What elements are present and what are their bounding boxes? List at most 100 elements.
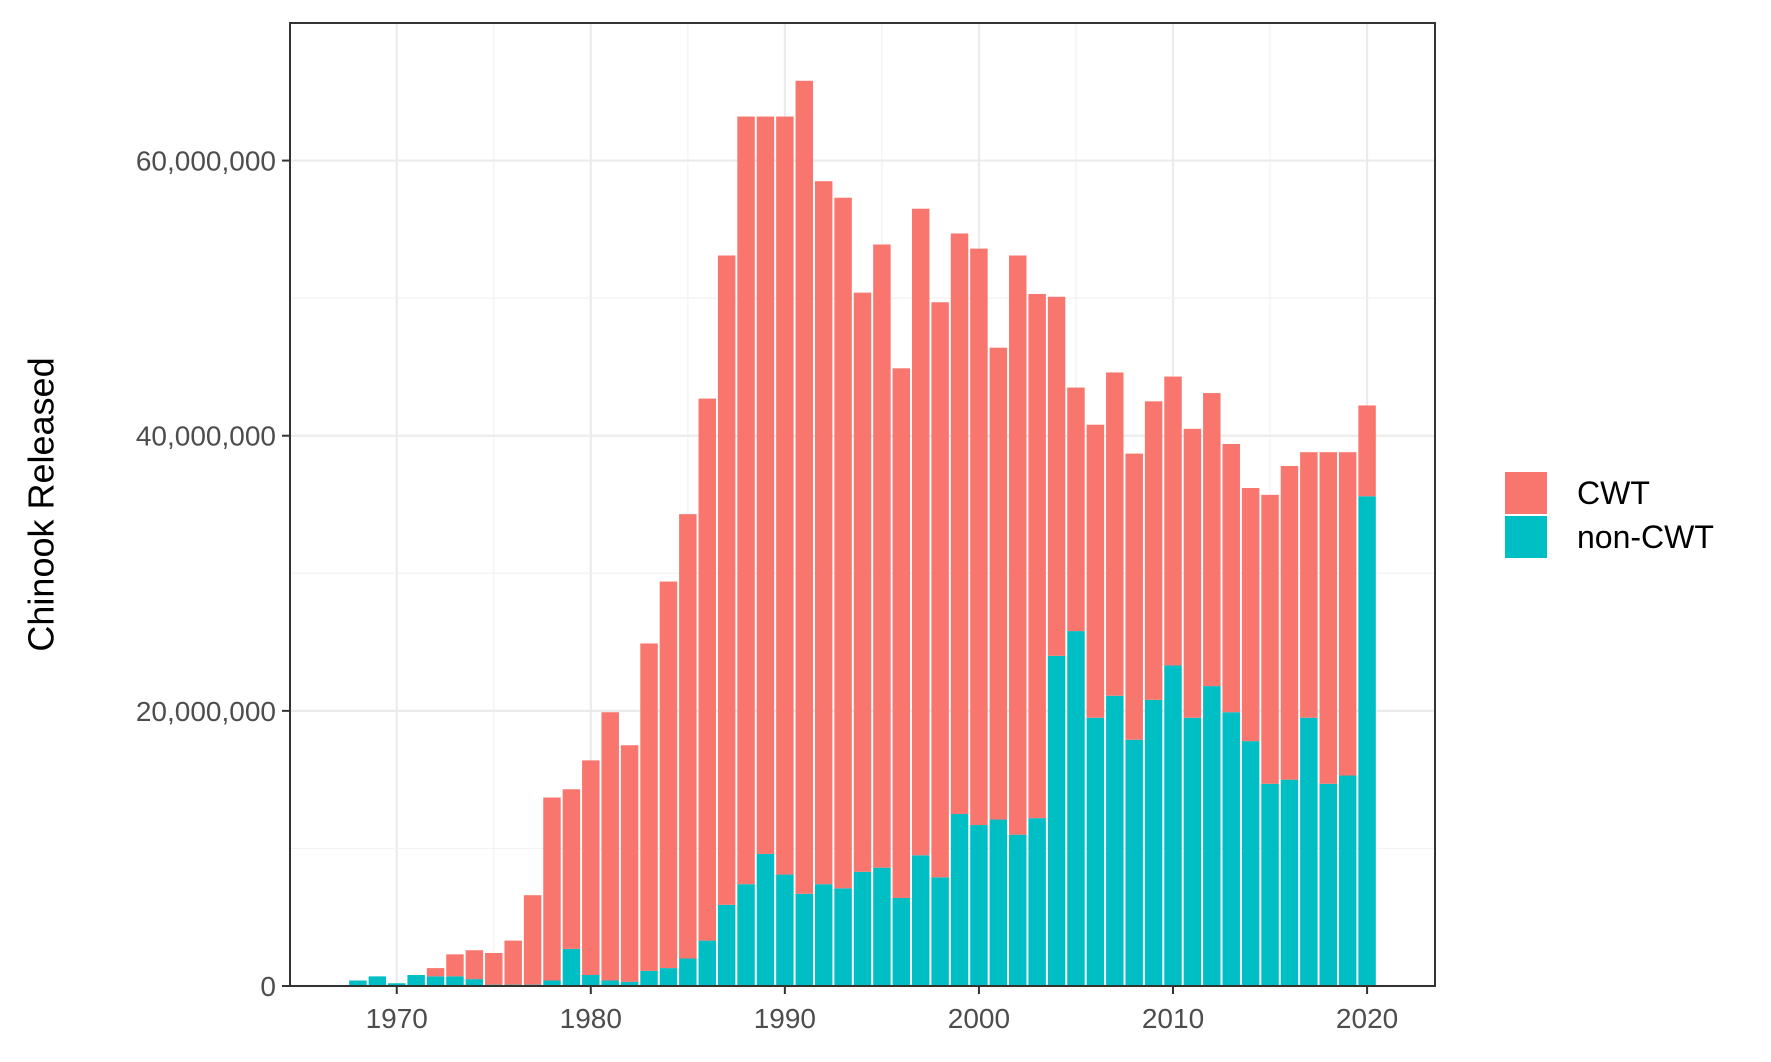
panel-border <box>289 22 1436 987</box>
bar-cwt-1986 <box>698 398 716 941</box>
bar-non-cwt-2005 <box>1067 631 1085 986</box>
bar-cwt-1975 <box>485 952 503 985</box>
bar-non-cwt-1978 <box>543 980 561 986</box>
bar-non-cwt-1992 <box>814 884 833 986</box>
bar-non-cwt-1985 <box>679 958 697 986</box>
bar-non-cwt-1988 <box>737 884 755 986</box>
bar-cwt-2011 <box>1183 428 1202 718</box>
bar-cwt-1996 <box>892 368 911 898</box>
bar-cwt-2018 <box>1319 452 1337 784</box>
bar-non-cwt-1998 <box>931 877 949 986</box>
bar-non-cwt-1982 <box>620 981 639 986</box>
y-axis: 0 20,000,000 40,000,000 60,000,000 <box>136 146 290 1002</box>
bar-non-cwt-2015 <box>1261 783 1279 986</box>
bar-cwt-2014 <box>1241 487 1260 742</box>
bar-non-cwt-2011 <box>1183 717 1202 986</box>
legend-key-non-cwt <box>1505 516 1547 558</box>
bar-cwt-2003 <box>1028 294 1046 819</box>
bar-cwt-1972 <box>426 968 445 977</box>
bar-cwt-2008 <box>1125 453 1143 740</box>
bar-cwt-2020 <box>1358 405 1376 497</box>
x-tick-label: 2020 <box>1336 1003 1398 1034</box>
bar-non-cwt-2003 <box>1028 818 1046 986</box>
bar-cwt-1977 <box>523 895 542 985</box>
bar-cwt-2017 <box>1300 452 1318 718</box>
bar-non-cwt-2014 <box>1241 741 1260 986</box>
bar-cwt-1973 <box>446 954 464 977</box>
bar-non-cwt-1983 <box>640 970 658 986</box>
bar-cwt-2015 <box>1261 494 1279 784</box>
bar-non-cwt-2007 <box>1106 695 1124 986</box>
bar-cwt-1974 <box>465 950 484 980</box>
bar-cwt-1992 <box>814 181 833 885</box>
bar-non-cwt-2018 <box>1319 783 1337 986</box>
x-tick-label: 1980 <box>560 1003 622 1034</box>
bar-cwt-1999 <box>950 233 969 815</box>
bar-non-cwt-2000 <box>970 825 988 986</box>
legend: CWT non-CWT <box>1505 472 1714 558</box>
bar-non-cwt-1979 <box>562 948 581 986</box>
bar-non-cwt-1980 <box>582 974 600 986</box>
bar-non-cwt-1997 <box>911 855 930 986</box>
x-axis: 1970 1980 1990 2000 2010 2020 <box>366 986 1398 1034</box>
bar-cwt-1982 <box>620 745 639 982</box>
bar-cwt-1997 <box>911 208 930 856</box>
bar-non-cwt-2012 <box>1203 686 1221 986</box>
bar-non-cwt-2019 <box>1338 775 1357 986</box>
bar-cwt-2007 <box>1106 372 1124 696</box>
bar-non-cwt-2006 <box>1086 717 1105 986</box>
bar-non-cwt-2008 <box>1125 739 1143 986</box>
y-axis-title: Chinook Released <box>21 357 62 651</box>
bar-cwt-1981 <box>601 712 619 981</box>
bar-non-cwt-2002 <box>1009 834 1027 986</box>
y-tick-label: 60,000,000 <box>136 146 276 177</box>
bar-non-cwt-1999 <box>950 814 969 986</box>
legend-key-cwt <box>1505 472 1547 514</box>
bar-cwt-2013 <box>1222 443 1240 713</box>
bar-cwt-2001 <box>989 347 1008 820</box>
bar-cwt-1988 <box>737 116 755 885</box>
bar-non-cwt-2010 <box>1164 665 1182 986</box>
bar-cwt-2006 <box>1086 424 1105 718</box>
legend-label-cwt: CWT <box>1577 475 1650 511</box>
bar-non-cwt-1989 <box>756 853 775 986</box>
bar-non-cwt-1996 <box>892 897 911 986</box>
bar-non-cwt-1971 <box>407 974 425 986</box>
x-tick-label: 2010 <box>1142 1003 1204 1034</box>
y-tick-label: 0 <box>260 971 276 1002</box>
bar-cwt-1983 <box>640 643 658 971</box>
bar-cwt-1998 <box>931 302 949 878</box>
bar-cwt-2002 <box>1009 255 1027 835</box>
bar-non-cwt-2013 <box>1222 712 1240 986</box>
bar-non-cwt-2020 <box>1358 496 1376 986</box>
bar-non-cwt-1990 <box>776 874 794 986</box>
bar-cwt-1980 <box>582 760 600 975</box>
bar-non-cwt-1969 <box>368 976 387 986</box>
bar-non-cwt-2017 <box>1300 717 1318 986</box>
bar-cwt-1985 <box>679 514 697 959</box>
bar-non-cwt-1994 <box>853 871 872 986</box>
x-tick-label: 1970 <box>366 1003 428 1034</box>
bar-non-cwt-1970 <box>388 983 406 986</box>
bar-cwt-1993 <box>834 197 852 889</box>
bar-cwt-1989 <box>756 116 775 854</box>
bar-cwt-1984 <box>659 581 678 969</box>
bar-cwt-1976 <box>504 940 522 985</box>
bar-non-cwt-2009 <box>1144 699 1163 986</box>
bar-non-cwt-1984 <box>659 968 678 986</box>
bar-cwt-1987 <box>717 255 736 905</box>
bar-non-cwt-1987 <box>717 904 736 986</box>
bar-non-cwt-1995 <box>873 867 891 986</box>
bar-non-cwt-1991 <box>795 893 814 986</box>
bar-cwt-2016 <box>1280 465 1299 780</box>
bar-non-cwt-1981 <box>601 980 619 986</box>
bar-non-cwt-1973 <box>446 976 464 986</box>
bar-cwt-2000 <box>970 248 988 826</box>
bars <box>349 80 1376 986</box>
x-tick-label: 2000 <box>948 1003 1010 1034</box>
y-tick-label: 40,000,000 <box>136 421 276 452</box>
bar-cwt-2009 <box>1144 401 1163 700</box>
bar-cwt-2004 <box>1047 296 1066 656</box>
bar-non-cwt-1968 <box>349 980 367 986</box>
